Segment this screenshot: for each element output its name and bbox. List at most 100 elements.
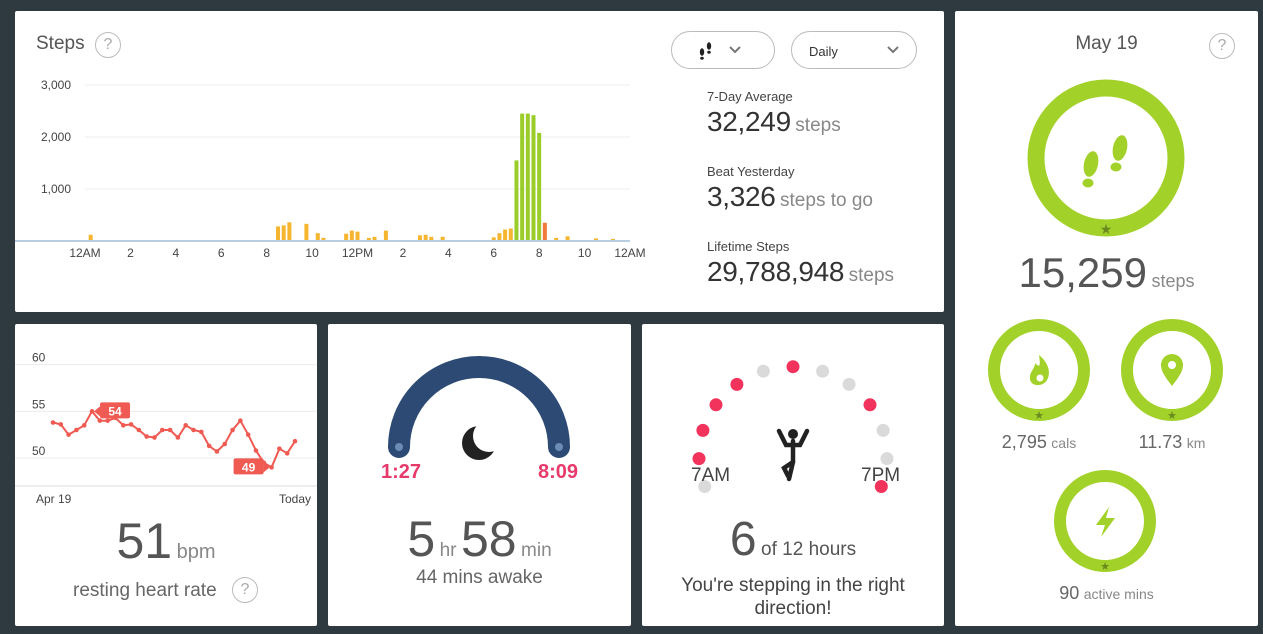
day-active-row: 90 active mins [955,583,1258,604]
stat-unit: steps [795,115,841,136]
hourly-activity-card[interactable]: 7AM 7PM 6 of 12 hours You're stepping in… [642,324,944,626]
calories-ring[interactable]: ★ [988,319,1090,422]
heart-rate-high-label: 54 [94,402,131,419]
stat-lifetime: Lifetime Steps 29,788,948 steps [707,239,894,288]
location-pin-icon [1161,354,1183,386]
hourly-dots [692,360,894,493]
y-tick-label: 2,000 [41,130,71,144]
heart-rate-point [74,427,79,433]
day-steps-row: 15,259 steps [955,249,1258,297]
x-tick-label: 12AM [69,246,100,260]
sleep-awake: 44 mins awake [416,567,543,588]
step-bar [355,231,360,241]
heart-rate-point [97,418,103,423]
hourly-end-label: 7PM [861,465,901,486]
sleep-start-marker [395,443,403,451]
heart-rate-card[interactable]: 60 55 50 54 49 Apr 19 Today 51 bpm resting hea… [15,324,317,626]
heart-rate-point [214,449,220,454]
sleep-arc [388,356,570,458]
heart-rate-point [222,441,228,447]
heart-rate-point [152,435,157,440]
heart-rate-point [245,432,251,437]
day-km-value: 11.73 [1138,432,1183,452]
sleep-end-marker [555,443,563,451]
x-tick-label: 2 [400,246,407,260]
heart-rate-point [277,446,282,451]
period-selector[interactable]: Daily [791,31,917,69]
heart-rate-unit: bpm [176,541,216,563]
sleep-card[interactable]: 1:27 8:09 5 hr 58 min 44 mins awake [328,324,631,626]
step-bar [503,229,508,241]
stat-unit: steps [848,265,895,286]
heart-rate-chart: 60 55 50 54 49 Apr 19 Today [15,351,317,506]
x-tick-label: 6 [218,246,225,260]
day-active-value: 90 [1059,583,1080,603]
heart-rate-point [144,434,149,439]
day-steps-unit: steps [1151,271,1195,291]
x-tick-label: 10 [578,246,592,260]
hour-dot-active [874,480,888,493]
heart-rate-point [191,427,196,433]
hour-dot-inactive [756,364,770,378]
hour-dot-active [863,398,877,412]
step-bar [383,230,388,241]
y-tick-label: 60 [32,351,46,365]
stepping-person-icon [776,428,810,482]
chevron-down-icon [887,46,899,54]
day-steps-value: 15,259 [1018,249,1147,296]
sleep-gauge [388,356,570,460]
lightning-icon [1096,507,1115,537]
step-bar [88,234,93,241]
footsteps-icon [699,42,712,60]
step-bar [287,222,292,241]
step-bar [315,233,320,241]
heart-rate-point [238,418,243,423]
y-tick-label: 1,000 [41,182,71,196]
moon-icon [462,420,505,460]
sleep-start-time: 1:27 [381,461,422,483]
step-bar [417,235,422,241]
star-icon: ★ [1034,410,1044,422]
hour-dot-inactive [698,480,712,493]
y-tick-label: 3,000 [41,78,71,92]
chevron-down-icon [729,46,741,54]
star-icon: ★ [1167,410,1177,422]
day-goal-rings: ★ ★ ★ ★ [988,79,1223,573]
heart-rate-point [66,432,71,437]
x-tick-label: 6 [490,246,497,260]
stat-value: 29,788,948 [707,256,845,287]
day-help-button[interactable]: ? [1209,33,1235,59]
heart-rate-help-button[interactable]: ? [232,577,258,603]
hour-dot-active [709,398,723,412]
y-tick-label: 50 [32,444,46,458]
step-bar [281,225,286,241]
heart-rate-point [206,443,212,449]
step-bar [520,113,525,241]
distance-ring[interactable]: ★ [1121,319,1223,422]
y-tick-label: 55 [32,397,46,411]
svg-text:49: 49 [242,460,256,474]
heart-rate-point [89,409,95,414]
heart-rate-point [269,465,274,470]
metric-selector[interactable] [671,31,775,69]
heart-rate-value-row: 51 bpm [15,512,317,570]
star-icon: ★ [1100,221,1113,237]
heart-rate-point [128,422,134,427]
sleep-hours-unit: hr [439,540,457,561]
step-bar [423,234,428,241]
heart-rate-point [105,418,110,423]
x-tick-label: 2 [127,246,134,260]
day-active-unit: active mins [1083,586,1154,602]
step-bar [531,115,536,241]
hour-dot-inactive [880,452,894,466]
heart-rate-point [159,427,165,433]
step-bar [429,236,434,241]
steps-help-button[interactable]: ? [95,32,121,58]
x-tick-label: 4 [172,246,179,260]
stat-value: 32,249 [707,106,791,137]
steps-ring[interactable]: ★ [1027,79,1185,237]
step-bar [610,238,615,241]
sleep-hours: 5 [407,511,436,567]
active-minutes-ring[interactable]: ★ [1054,470,1156,573]
hourly-count: 6 [729,513,757,566]
